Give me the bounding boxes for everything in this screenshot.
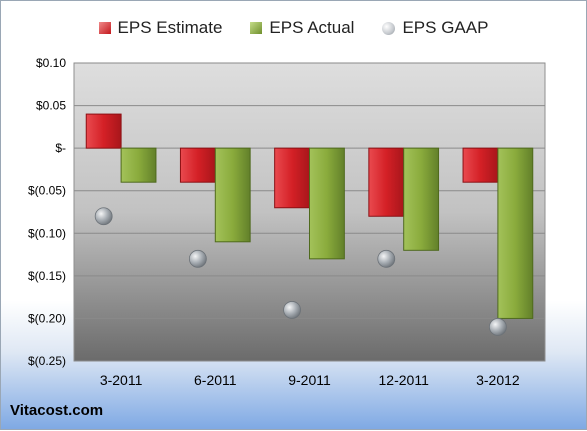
eps-estimate-bar — [368, 147, 405, 217]
eps-actual-swatch — [250, 22, 263, 34]
y-tick-label: $(0.15) — [28, 269, 66, 283]
eps-estimate-swatch — [98, 22, 111, 34]
legend-label-eps-estimate: EPS Estimate — [117, 18, 223, 37]
eps-gaap-point — [377, 249, 396, 268]
bars-layer — [85, 113, 534, 336]
eps-estimate-bar — [462, 147, 499, 183]
y-tick-label: $(0.20) — [28, 311, 66, 325]
legend-item-eps-estimate: EPS Estimate — [98, 18, 223, 38]
x-axis-labels: 3-2011 6-2011 9-2011 12-2011 3-2012 — [100, 372, 520, 388]
eps-actual-bar — [309, 147, 345, 260]
x-tick-label: 9-2011 — [288, 372, 331, 388]
eps-estimate-bar — [179, 147, 216, 183]
brand-watermark: Vitacost.com — [10, 402, 104, 419]
x-tick-label: 3-2012 — [476, 372, 520, 388]
eps-actual-bar — [120, 147, 157, 183]
eps-actual-bar — [497, 147, 534, 319]
y-tick-label: $0.10 — [36, 56, 66, 70]
eps-gaap-swatch — [382, 21, 396, 35]
eps-gaap-point — [488, 318, 507, 336]
x-tick-label: 3-2011 — [100, 372, 143, 388]
eps-estimate-bar — [274, 147, 310, 209]
legend-label-eps-gaap: EPS GAAP — [402, 18, 489, 37]
eps-estimate-bar — [85, 113, 122, 149]
x-tick-label: 12-2011 — [379, 372, 430, 388]
eps-gaap-point — [283, 301, 301, 319]
legend-label-eps-actual: EPS Actual — [269, 18, 355, 37]
eps-actual-bar — [403, 147, 440, 251]
y-axis-labels: $0.10 $0.05 $- $(0.05) $(0.10) $(0.15) $(0.20)… — [28, 56, 66, 368]
y-tick-label: $- — [55, 141, 66, 155]
y-tick-label: $(0.10) — [28, 226, 66, 240]
y-tick-label: $0.05 — [36, 99, 66, 113]
eps-gaap-point — [94, 207, 113, 226]
eps-actual-bar — [214, 147, 251, 243]
eps-gaap-point — [188, 249, 207, 268]
legend-item-eps-actual: EPS Actual — [250, 18, 354, 38]
legend-item-eps-gaap: EPS GAAP — [382, 18, 488, 38]
y-tick-label: $(0.05) — [28, 184, 66, 198]
y-tick-label: $(0.25) — [28, 354, 66, 368]
x-tick-label: 6-2011 — [194, 372, 237, 388]
chart-legend: EPS Estimate EPS Actual EPS GAAP — [1, 18, 586, 38]
